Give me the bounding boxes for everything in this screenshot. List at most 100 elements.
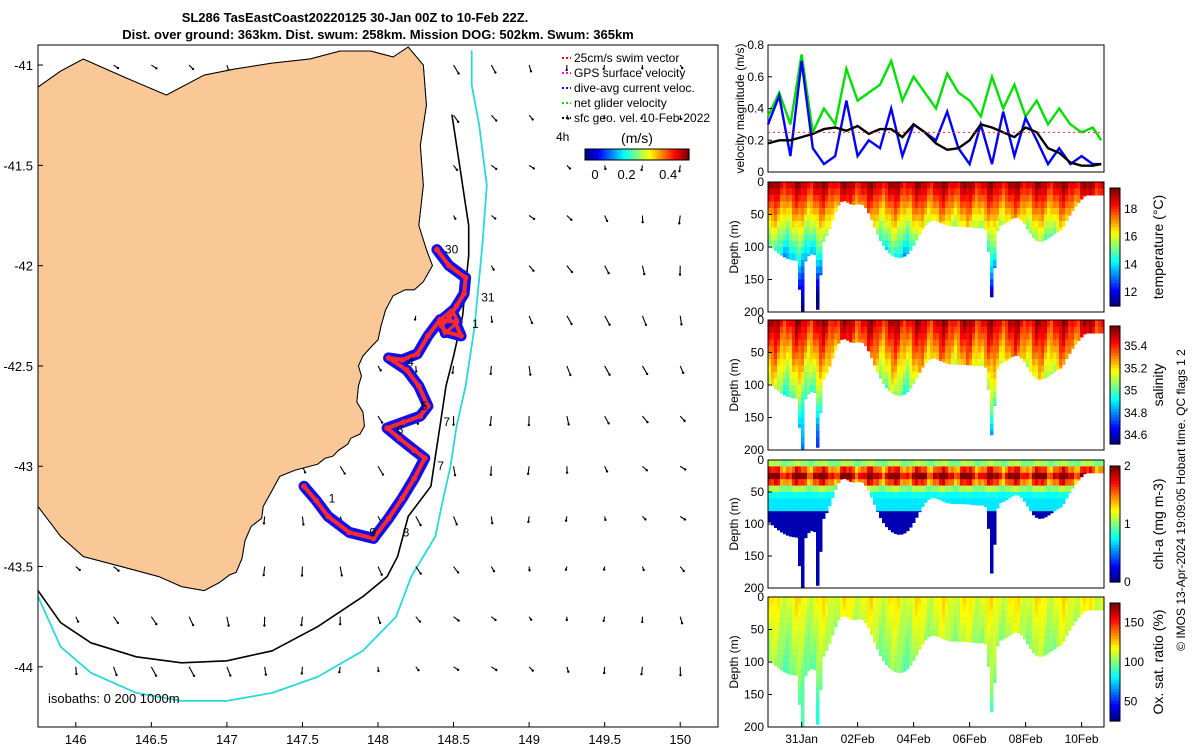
section-cell [927,479,931,487]
section-cell [816,279,820,287]
section-cell [957,346,961,353]
section-cell [1080,320,1084,327]
section-cell [804,182,808,189]
section-cell [816,720,820,725]
section-cell [1068,188,1072,196]
section-cell [828,466,832,474]
section-cell [876,629,880,637]
section-cell [978,629,982,637]
section-cell [783,649,787,656]
section-colorbar-cell [1110,261,1120,266]
section-ylabel: Depth (m) [727,358,741,411]
section-cell [915,359,919,366]
section-colorbar-cell [1110,435,1120,439]
section-cell [948,603,952,611]
section-cell [903,188,907,196]
section-cell [786,524,790,531]
section-cell [867,616,871,624]
section-colorbar-tick: 35 [1124,384,1138,398]
section-cell [897,372,901,379]
section-cell [1065,182,1069,189]
section-cell [915,372,919,379]
section-cell [783,511,787,519]
section-cell [810,610,814,617]
section-cell [999,636,1003,641]
section-cell [894,629,898,637]
geo-arrow [415,566,422,574]
section-cell [810,339,814,347]
colorbar-cell [599,149,602,160]
section-cell [1053,221,1057,228]
section-cell [879,365,883,373]
section-cell [1077,479,1081,481]
section-cell [975,623,979,630]
section-cell [789,511,793,519]
section-cell [1041,649,1045,656]
section-cell [1068,346,1072,353]
section-cell [810,333,814,340]
geo-arrow-head [526,472,530,476]
section-cell [804,385,808,392]
section-cell [1056,466,1060,474]
section-cell [894,195,898,202]
section-cell [807,466,811,474]
section-cell [915,649,919,656]
section-cell [984,359,988,366]
section-cell [915,201,919,209]
section-cell [783,182,787,189]
section-cell [819,479,823,487]
section-cell [1029,597,1033,604]
section-cell [822,333,826,340]
colorbar-cell [661,149,664,160]
section-cell [804,623,808,630]
track-day-label: 6 [397,423,404,437]
section-cell [900,479,904,487]
section-cell [993,629,997,637]
section-cell [936,326,940,334]
section-cell [1065,466,1069,474]
section-cell [951,195,955,202]
section-cell [774,479,778,487]
section-cell [816,378,820,386]
section-cell [789,530,793,537]
section-cell [1068,629,1072,631]
section-cell [918,623,922,630]
section-cell [792,603,796,611]
section-colorbar-label: temperature (°C) [1150,195,1166,299]
section-cell [879,188,883,196]
section-cell [780,610,784,617]
section-cell [789,597,793,604]
section-colorbar-tick: 50 [1124,694,1138,708]
section-cell [903,616,907,624]
section-cell [1038,629,1042,637]
section-cell [1026,359,1030,366]
section-cell [957,339,961,347]
section-cell [912,234,916,241]
section-cell [819,610,823,617]
section-cell [981,498,985,506]
section-cell [786,391,790,397]
section-cell [1047,201,1051,209]
section-cell [906,320,910,327]
section-cell [1026,208,1030,215]
section-cell [783,359,787,366]
section-cell [948,610,952,617]
section-cell [801,517,805,525]
section-cell [777,247,781,254]
section-cell [978,365,982,367]
section-cell [945,188,949,196]
section-cell [891,240,895,248]
section-cell [771,240,775,248]
section-cell [900,460,904,467]
section-cell [960,492,964,499]
section-cell [921,466,925,474]
section-cell [795,460,799,467]
section-cell [873,201,877,209]
section-cell [945,485,949,493]
section-cell [810,365,814,373]
section-cell [888,247,892,254]
section-colorbar-cell [1110,408,1120,413]
section-cell [1017,326,1021,334]
geo-arrow-head [568,167,572,170]
section-cell [936,460,940,467]
